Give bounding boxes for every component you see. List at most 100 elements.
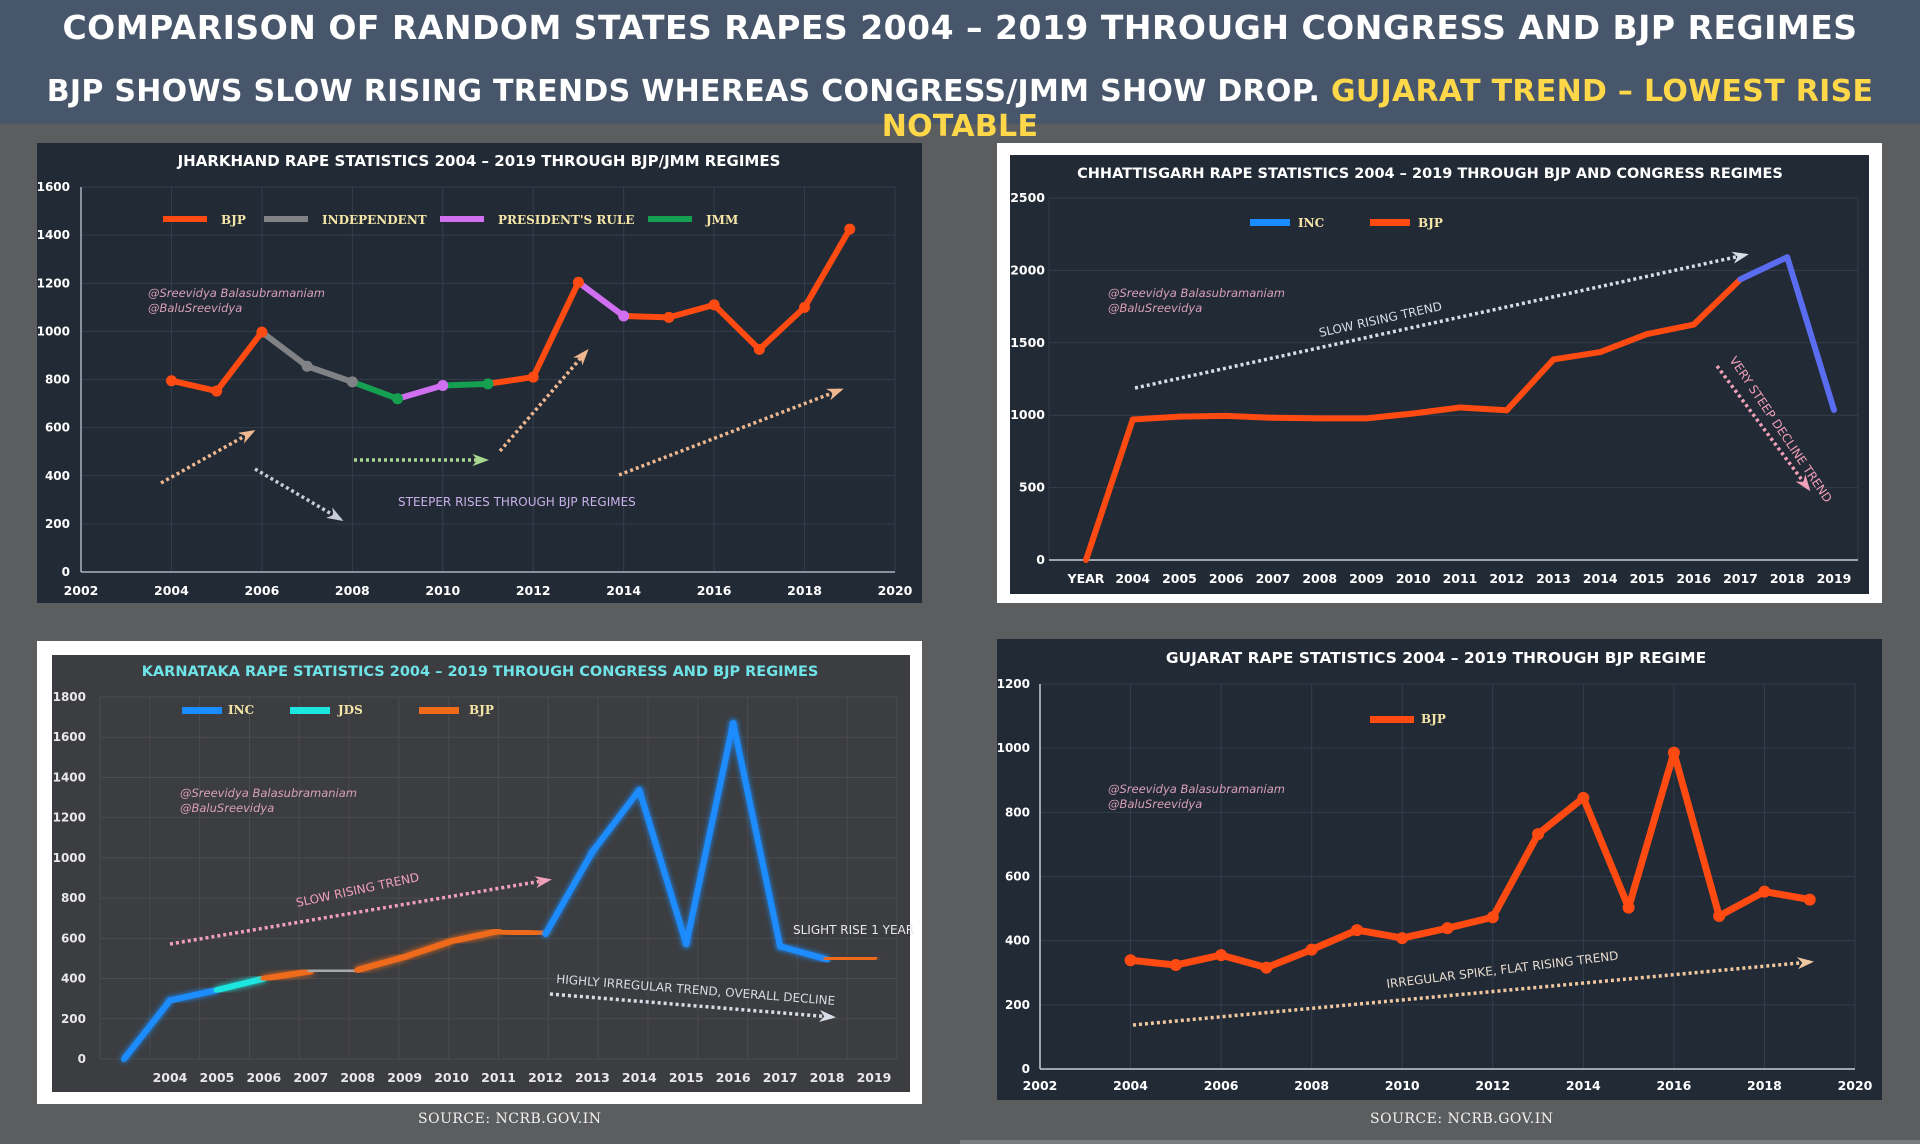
x-tick-label: 2018 <box>1747 1078 1782 1093</box>
series-segment <box>258 329 311 370</box>
y-tick-label: 1800 <box>53 690 86 704</box>
y-tick-label: 2000 <box>1010 262 1045 277</box>
x-tick-label: 2016 <box>716 1070 751 1085</box>
x-tick-label: 2010 <box>1396 571 1431 586</box>
data-point <box>799 301 811 313</box>
x-tick-label: 2013 <box>575 1070 610 1085</box>
data-point <box>1441 922 1454 935</box>
series-segment <box>1363 410 1417 422</box>
x-tick-label: 2019 <box>857 1070 892 1085</box>
series-segment <box>683 720 737 947</box>
header-banner: COMPARISON OF RANDOM STATES RAPES 2004 –… <box>0 0 1920 144</box>
x-tick-label: 2002 <box>1023 1078 1058 1093</box>
data-point <box>1169 959 1182 972</box>
trend-arrow-line <box>1134 253 1746 390</box>
data-point <box>1622 901 1635 914</box>
jharkhand-chart: JHARKHAND RAPE STATISTICS 2004 – 2019 TH… <box>37 152 913 598</box>
y-tick-label: 800 <box>1005 805 1030 819</box>
series-segment <box>394 382 446 402</box>
legend-swatch-inc <box>1250 219 1290 226</box>
series-segment <box>168 377 220 395</box>
legend-label: BJP <box>1421 712 1446 726</box>
trend-arrow-line <box>1132 960 1811 1027</box>
watermark-handle: @BaluSreevidya <box>180 801 274 815</box>
series-segment <box>1223 412 1276 421</box>
x-tick-label: 2014 <box>606 583 641 598</box>
series-segment <box>1410 404 1463 417</box>
y-tick-label: 400 <box>1005 934 1030 948</box>
x-tick-label: 2015 <box>1630 571 1665 586</box>
chart-title: KARNATAKA RAPE STATISTICS 2004 – 2019 TH… <box>142 664 819 680</box>
y-tick-label: 1600 <box>53 730 86 744</box>
legend-swatch-bjp <box>163 216 207 222</box>
x-tick-label: 2008 <box>340 1070 375 1085</box>
legend-label: JMM <box>705 213 738 227</box>
series-segment <box>777 943 831 963</box>
series-segment <box>260 968 314 982</box>
x-tick-label: 2016 <box>697 583 732 598</box>
x-tick-label: 2016 <box>1656 1078 1691 1093</box>
series-segment <box>730 720 784 950</box>
data-point <box>346 376 358 388</box>
x-tick-label: 2017 <box>763 1070 798 1085</box>
trend-arrow-head <box>1796 957 1814 970</box>
series-segment <box>1644 321 1697 338</box>
series-segment <box>349 378 401 402</box>
watermark-handle: @BaluSreevidya <box>1108 301 1202 315</box>
data-point <box>572 276 584 288</box>
series-segment <box>1129 413 1183 423</box>
series-segment <box>530 279 582 381</box>
x-tick-label: 2004 <box>153 1070 188 1085</box>
y-tick-label: 1000 <box>37 324 70 338</box>
watermark-name: @Sreevidya Balasubramaniam <box>1108 286 1285 300</box>
data-point <box>1260 961 1273 974</box>
y-tick-label: 800 <box>61 891 86 905</box>
series-segment <box>1489 830 1542 921</box>
gujarat-panel <box>997 639 1882 1100</box>
x-tick-label: 2020 <box>1838 1078 1873 1093</box>
x-tick-label: 2004 <box>1113 1078 1148 1093</box>
data-point <box>1577 791 1590 804</box>
y-tick-label: 2500 <box>1010 190 1045 205</box>
x-tick-label: 2011 <box>1443 571 1478 586</box>
series-segment <box>1398 924 1451 942</box>
data-point <box>618 310 630 322</box>
x-tick-label: 2018 <box>787 583 822 598</box>
y-tick-label: 200 <box>61 1012 86 1026</box>
x-tick-label: 2008 <box>335 583 370 598</box>
data-point <box>708 299 720 311</box>
data-point <box>1396 932 1409 945</box>
series-segment <box>1715 888 1768 920</box>
series-segment <box>1784 254 1837 413</box>
series-segment <box>448 928 502 945</box>
legend-swatch-jds <box>290 707 330 714</box>
series-segment <box>589 787 643 855</box>
annotation-text: STEEPER RISES THROUGH BJP REGIMES <box>398 495 636 509</box>
series-segment <box>1083 416 1136 563</box>
y-tick-label: 200 <box>1005 998 1030 1012</box>
x-tick-label: 2010 <box>434 1070 469 1085</box>
x-tick-label: 2014 <box>622 1070 657 1085</box>
y-tick-label: 400 <box>61 972 86 986</box>
legend-label: JDS <box>337 703 363 717</box>
series-segment <box>439 380 491 389</box>
series-segment <box>485 374 537 387</box>
series-segment <box>1308 926 1361 954</box>
subtitle-main: BJP SHOWS SLOW RISING TRENDS WHEREAS CON… <box>46 74 1331 109</box>
legend-label: INDEPENDENT <box>322 213 427 227</box>
x-tick-label: 2014 <box>1566 1078 1601 1093</box>
source-note-left: SOURCE: NCRB.GOV.IN <box>418 1111 602 1127</box>
trend-arrow-head <box>818 1009 836 1023</box>
legend-label: BJP <box>469 703 494 717</box>
series-segment <box>213 975 267 994</box>
y-tick-label: 1200 <box>997 677 1030 691</box>
series-segment <box>1262 946 1316 972</box>
trend-arrow-head <box>1795 474 1811 492</box>
trend-arrow-head <box>573 348 589 366</box>
legend-swatch-bjp <box>1370 219 1410 226</box>
chhattisgarh-panel <box>1010 155 1869 594</box>
data-point <box>1803 893 1816 906</box>
y-tick-label: 800 <box>45 373 70 387</box>
series-segment <box>1353 926 1406 942</box>
data-point <box>301 360 313 372</box>
